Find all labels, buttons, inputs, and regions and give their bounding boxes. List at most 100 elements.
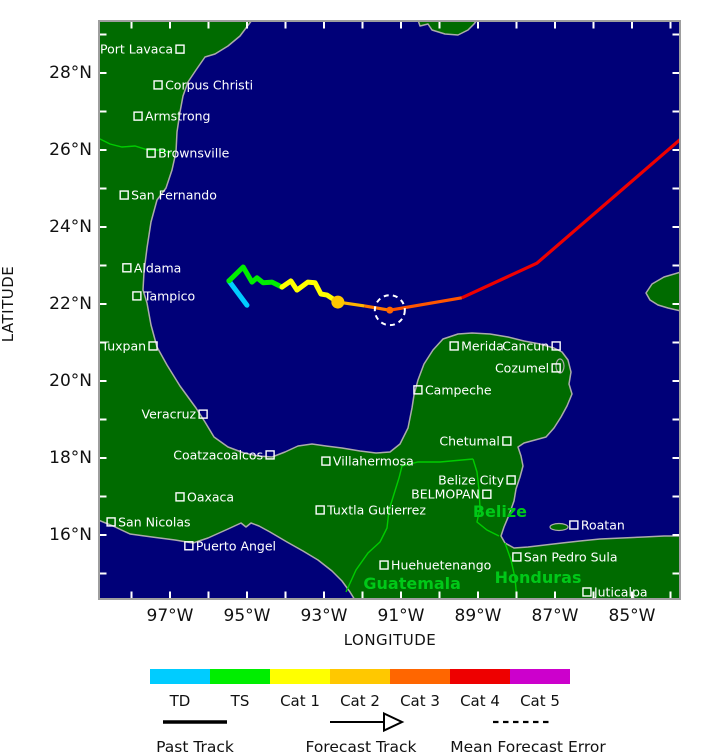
- map-canvas: Port Lavaca Corpus Christi Armstrong Browns…: [97, 19, 682, 601]
- city-label-aldama: Aldama: [134, 260, 181, 275]
- city-label-coatzacoalcos: Coatzacoalcos: [173, 447, 263, 462]
- land-mexico-central-america: [97, 19, 682, 601]
- past-track-segment-cat-1: [279, 278, 341, 305]
- city-marker-roatan: [569, 520, 579, 530]
- city-label-san-pedro-sula: San Pedro Sula: [524, 549, 618, 564]
- city-marker-san-nicolas: [106, 517, 116, 527]
- legend-swatch-cat-5: [510, 669, 570, 684]
- city-marker-cozumel: [551, 363, 561, 373]
- x-tick-95: 95°W: [223, 606, 271, 626]
- island-roatan: [549, 522, 569, 532]
- city-label-puerto-angel: Puerto Angel: [196, 538, 276, 553]
- legend-swatch-td: [150, 669, 210, 684]
- city-label-merida: Merida: [461, 338, 504, 353]
- forecast-track-label: Forecast Track: [305, 738, 417, 756]
- x-tick-85: 85°W: [608, 606, 656, 626]
- legend-label-cat-4: Cat 4: [460, 692, 500, 710]
- city-label-san-fernando: San Fernando: [131, 188, 217, 203]
- city-marker-corpus-christi: [153, 80, 163, 90]
- city-label-veracruz: Veracruz: [142, 407, 197, 422]
- legend-label-ts: TS: [230, 692, 250, 710]
- legend-swatch-cat-4: [450, 669, 510, 684]
- city-marker-port-lavaca: [175, 44, 185, 54]
- city-label-san-nicolas: San Nicolas: [118, 514, 190, 529]
- city-marker-chetumal: [502, 436, 512, 446]
- city-label-corpus-christi: Corpus Christi: [165, 77, 253, 92]
- forecast-position-dot: [386, 306, 394, 314]
- legend-swatch-cat-2: [330, 669, 390, 684]
- city-marker-merida: [449, 341, 459, 351]
- y-tick-18: 18°N: [49, 448, 92, 468]
- city-label-tuxtla-gutierrez: Tuxtla Gutierrez: [326, 502, 426, 517]
- forecast-track-segment-3: [461, 137, 682, 300]
- y-axis-label: LATITUDE: [0, 265, 17, 343]
- city-label-cozumel: Cozumel: [495, 360, 549, 375]
- map-svg: Port Lavaca Corpus Christi Armstrong Browns…: [97, 19, 682, 601]
- forecast-track-segment-1: [364, 304, 391, 312]
- city-label-tampico: Tampico: [143, 288, 195, 303]
- x-tick-97: 97°W: [146, 606, 194, 626]
- legend-swatch-ts: [210, 669, 270, 684]
- legend-label-cat-5: Cat 5: [520, 692, 560, 710]
- city-marker-aldama: [122, 263, 132, 273]
- y-tick-22: 22°N: [49, 294, 92, 314]
- legend-symbols: [163, 711, 552, 733]
- legend-label-cat-3: Cat 3: [400, 692, 440, 710]
- city-marker-huehuetenango: [379, 560, 389, 570]
- legend-label-cat-2: Cat 2: [340, 692, 380, 710]
- city-label-tuxpan: Tuxpan: [100, 338, 146, 353]
- legend-label-cat-1: Cat 1: [280, 692, 320, 710]
- city-marker-tampico: [132, 291, 142, 301]
- y-tick-24: 24°N: [49, 217, 92, 237]
- x-tick-91: 91°W: [377, 606, 425, 626]
- city-marker-veracruz: [198, 409, 208, 419]
- city-marker-puerto-angel: [184, 541, 194, 551]
- city-label-chetumal: Chetumal: [439, 434, 499, 449]
- legend-label-td: TD: [169, 692, 191, 710]
- city-marker-tuxtla-gutierrez: [315, 505, 325, 515]
- x-tick-89: 89°W: [454, 606, 502, 626]
- map-frame-border: [98, 20, 681, 600]
- country-label-honduras: Honduras: [495, 568, 582, 587]
- y-tick-26: 26°N: [49, 140, 92, 160]
- land-western-cuba: [645, 271, 682, 312]
- country-label-guatemala: Guatemala: [363, 574, 461, 593]
- mean-forecast-error-circle: [373, 294, 406, 327]
- city-label-huehuetenango: Huehuetenango: [391, 558, 491, 573]
- legend-swatch-cat-1: [270, 669, 330, 684]
- x-axis-label: LONGITUDE: [343, 631, 437, 649]
- city-marker-juticalpa: [582, 587, 592, 597]
- city-marker-coatzacoalcos: [265, 450, 275, 460]
- border-mexico-guatemala: [345, 458, 474, 593]
- legend: TD TS Cat 1 Cat 2 Cat 3 Cat 4 Cat 5 Past Track…: [0, 660, 720, 756]
- border-belize-guatemala: [472, 458, 500, 537]
- city-label-campeche: Campeche: [425, 382, 492, 397]
- city-marker-villahermosa: [321, 456, 331, 466]
- past-track-label: Past Track: [156, 738, 234, 756]
- legend-swatch-cat-3: [390, 669, 450, 684]
- x-tick-93: 93°W: [300, 606, 348, 626]
- city-label-belize-city: Belize City: [438, 472, 505, 487]
- past-track-segment-td: [226, 278, 250, 308]
- city-marker-oaxaca: [175, 492, 185, 502]
- y-tick-20: 20°N: [49, 371, 92, 391]
- border-guatemala-honduras: [504, 542, 518, 601]
- city-marker-san-pedro-sula: [512, 552, 522, 562]
- x-tick-87: 87°W: [531, 606, 579, 626]
- mean-forecast-error-label: Mean Forecast Error: [450, 738, 606, 756]
- y-tick-28: 28°N: [49, 63, 92, 83]
- forecast-track-symbol-arrowhead: [383, 711, 405, 733]
- city-marker-cancun: [551, 341, 561, 351]
- country-label-belize: Belize: [473, 502, 527, 521]
- border-rio-grande: [97, 137, 172, 154]
- city-label-juticalpa: Juticalpa: [593, 584, 648, 599]
- city-label-port-lavaca: Port Lavaca: [100, 42, 173, 57]
- city-label-brownsville: Brownsville: [158, 146, 230, 161]
- past-track-segment-ts: [226, 264, 285, 290]
- city-marker-armstrong: [133, 111, 143, 121]
- city-marker-belmopan: [482, 489, 492, 499]
- city-label-armstrong: Armstrong: [145, 109, 210, 124]
- city-label-roatan: Roatan: [581, 517, 625, 532]
- city-label-oaxaca: Oaxaca: [187, 489, 234, 504]
